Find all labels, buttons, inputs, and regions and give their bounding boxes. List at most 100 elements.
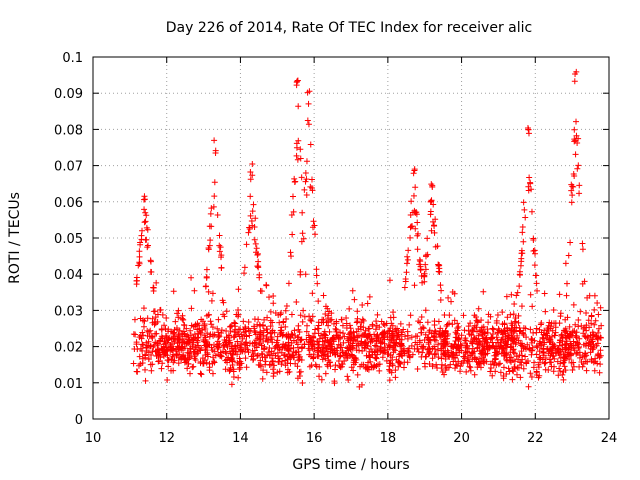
data-point	[595, 325, 602, 332]
data-point	[462, 340, 469, 347]
data-point	[431, 222, 438, 229]
data-point	[233, 311, 240, 318]
data-point	[306, 88, 313, 95]
data-point	[431, 229, 438, 236]
data-point	[168, 367, 175, 374]
data-point	[130, 331, 137, 338]
data-point	[301, 186, 308, 193]
data-point	[349, 340, 356, 347]
data-point	[198, 371, 205, 378]
data-point	[390, 346, 397, 353]
data-point	[514, 371, 521, 378]
data-point	[587, 338, 594, 345]
data-point	[491, 352, 498, 359]
data-point	[489, 331, 496, 338]
data-point	[286, 350, 293, 357]
data-point	[151, 342, 158, 349]
data-point	[188, 305, 195, 312]
data-point	[351, 332, 358, 339]
data-point	[527, 326, 534, 333]
data-point	[141, 206, 148, 213]
data-point	[171, 333, 178, 340]
data-point	[303, 192, 310, 199]
data-point	[437, 282, 444, 289]
data-point	[394, 332, 401, 339]
data-point	[319, 335, 326, 342]
data-point	[303, 158, 310, 165]
data-point	[217, 244, 224, 251]
data-point	[290, 208, 297, 215]
data-point	[201, 332, 208, 339]
data-point	[280, 318, 287, 325]
data-point	[314, 325, 321, 332]
data-point	[354, 308, 361, 315]
data-point	[561, 354, 568, 361]
data-point	[288, 331, 295, 338]
data-point	[568, 187, 575, 194]
data-point	[276, 368, 283, 375]
data-point	[519, 329, 526, 336]
data-point	[235, 286, 242, 293]
data-point	[432, 350, 439, 357]
data-point	[133, 339, 140, 346]
data-point	[435, 354, 442, 361]
data-point	[339, 347, 346, 354]
data-point	[352, 359, 359, 366]
data-point	[465, 327, 472, 334]
data-point	[251, 325, 258, 332]
data-point	[555, 345, 562, 352]
data-point	[241, 264, 248, 271]
data-point	[515, 312, 522, 319]
data-point	[372, 326, 379, 333]
data-points	[130, 68, 605, 390]
data-point	[280, 341, 287, 348]
data-point	[594, 300, 601, 307]
data-point	[307, 183, 314, 190]
data-point	[542, 308, 549, 315]
chart-title: Day 226 of 2014, Rate Of TEC Index for r…	[166, 20, 532, 36]
data-point	[387, 352, 394, 359]
data-point	[556, 291, 563, 298]
data-point	[423, 252, 430, 259]
data-point	[256, 274, 263, 281]
data-point	[179, 335, 186, 342]
data-point	[540, 352, 547, 359]
data-point	[269, 355, 276, 362]
data-point	[255, 258, 262, 265]
data-point	[453, 334, 460, 341]
data-point	[301, 313, 308, 320]
data-point	[302, 178, 309, 185]
data-point	[537, 321, 544, 328]
data-point	[533, 272, 540, 279]
data-point	[136, 253, 143, 260]
data-point	[227, 328, 234, 335]
data-point	[513, 292, 520, 299]
data-point	[197, 347, 204, 354]
data-point	[442, 355, 449, 362]
data-point	[400, 364, 407, 371]
data-point	[400, 326, 407, 333]
data-point	[245, 229, 252, 236]
data-point	[235, 307, 242, 314]
data-point	[176, 344, 183, 351]
data-point	[207, 237, 214, 244]
data-point	[574, 140, 581, 147]
data-point	[485, 345, 492, 352]
data-point	[326, 342, 333, 349]
data-point	[236, 355, 243, 362]
data-point	[503, 293, 510, 300]
data-point	[140, 341, 147, 348]
data-point	[427, 198, 434, 205]
data-point	[137, 239, 144, 246]
y-tick-label: 0.08	[54, 123, 83, 138]
data-point	[414, 232, 421, 239]
data-point	[320, 292, 327, 299]
data-point	[338, 316, 345, 323]
data-point	[401, 284, 408, 291]
data-point	[235, 374, 242, 381]
data-point	[286, 368, 293, 375]
data-point	[244, 342, 251, 349]
data-point	[223, 350, 230, 357]
data-point	[337, 329, 344, 336]
data-point	[305, 121, 312, 128]
